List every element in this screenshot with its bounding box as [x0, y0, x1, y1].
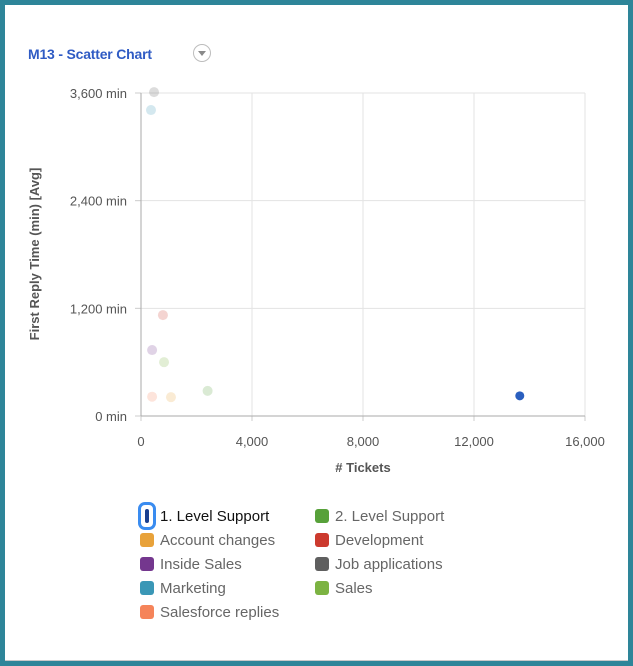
x-tick-label: 16,000 — [565, 434, 605, 449]
legend-item[interactable]: Development — [315, 530, 423, 550]
x-tick-label: 8,000 — [347, 434, 380, 449]
data-point[interactable] — [147, 391, 158, 402]
y-axis-ticks: 0 min 1,200 min 2,400 min 3,600 min — [70, 86, 127, 424]
y-tick-label: 2,400 min — [70, 194, 127, 209]
chart-widget-card — [5, 5, 628, 660]
legend-swatch-icon — [315, 533, 329, 547]
legend-swatch-icon — [315, 581, 329, 595]
scatter-chart: 0 min 1,200 min 2,400 min 3,600 min 0 4,000 8… — [27, 86, 605, 475]
x-tick-label: 12,000 — [454, 434, 494, 449]
y-tick-label: 3,600 min — [70, 86, 127, 101]
legend-swatch-icon — [315, 509, 329, 523]
data-point[interactable] — [157, 310, 168, 321]
y-tick-label: 0 min — [95, 409, 127, 424]
x-tick-label: 0 — [137, 434, 144, 449]
legend-label: 2. Level Support — [335, 507, 445, 525]
legend-swatch-icon — [140, 605, 154, 619]
legend-label: Sales — [335, 579, 373, 597]
legend-item[interactable]: Inside Sales — [140, 554, 242, 574]
widget-title: M13 - Scatter Chart — [28, 46, 152, 62]
legend-label: 1. Level Support — [160, 507, 270, 525]
legend-label: Development — [335, 531, 424, 549]
data-points — [145, 87, 525, 403]
legend-swatch-icon — [140, 557, 154, 571]
legend-swatch-icon — [315, 557, 329, 571]
data-point[interactable] — [149, 87, 160, 98]
legend-item[interactable]: Job applications — [315, 554, 443, 574]
legend-item[interactable]: Marketing — [140, 578, 226, 598]
legend-label: Job applications — [335, 555, 443, 573]
legend-label: Marketing — [160, 579, 226, 597]
data-point[interactable] — [202, 385, 213, 396]
y-tick-label: 1,200 min — [70, 301, 127, 316]
data-point[interactable] — [159, 357, 170, 368]
legend-item[interactable]: 2. Level Support — [315, 506, 444, 526]
data-point[interactable] — [165, 392, 176, 403]
legend-swatch-icon — [140, 581, 154, 595]
legend-label: Account changes — [160, 531, 276, 549]
x-axis-title: # Tickets — [335, 460, 390, 475]
data-point[interactable] — [515, 391, 525, 401]
gridlines — [141, 92, 586, 416]
legend-item[interactable]: 1. Level Support — [138, 502, 270, 530]
x-axis-ticks: 0 4,000 8,000 12,000 16,000 — [137, 434, 605, 449]
legend-item[interactable]: Account changes — [140, 530, 275, 550]
legend-label: Inside Sales — [160, 555, 242, 573]
data-point[interactable] — [145, 105, 156, 116]
legend-item[interactable]: Sales — [315, 578, 373, 598]
y-axis-title: First Reply Time (min) [Avg] — [27, 168, 42, 341]
data-point[interactable] — [147, 345, 158, 356]
legend-swatch-icon — [138, 502, 156, 530]
legend-swatch-icon — [140, 533, 154, 547]
legend-label: Salesforce replies — [160, 603, 280, 621]
axes — [135, 92, 586, 421]
x-tick-label: 4,000 — [236, 434, 269, 449]
legend-item[interactable]: Salesforce replies — [140, 602, 279, 622]
chevron-down-icon[interactable] — [193, 44, 211, 62]
